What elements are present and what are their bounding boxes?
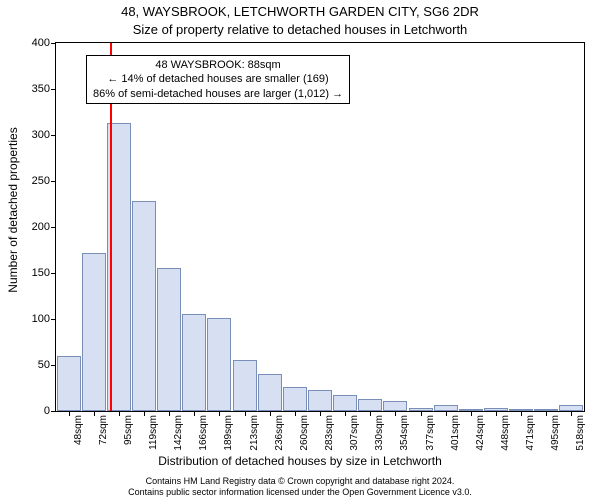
x-tick-label: 401sqm	[450, 411, 461, 451]
histogram-bar	[333, 395, 357, 411]
x-tick-mark	[245, 411, 246, 416]
x-tick-label: 119sqm	[148, 411, 159, 450]
x-tick-mark	[521, 411, 522, 416]
histogram-bar	[132, 201, 156, 411]
x-tick-label: 377sqm	[425, 411, 436, 451]
annotation-line3: 86% of semi-detached houses are larger (…	[93, 87, 343, 101]
y-tick-mark	[51, 273, 56, 274]
y-tick-mark	[51, 181, 56, 182]
x-tick-mark	[270, 411, 271, 416]
x-tick-label: 330sqm	[374, 411, 385, 451]
y-tick-mark	[51, 227, 56, 228]
histogram-bar	[57, 356, 81, 411]
y-axis-label: Number of detached properties	[6, 60, 20, 360]
x-tick-label: 213sqm	[249, 411, 260, 451]
annotation-line2: ← 14% of detached houses are smaller (16…	[93, 72, 343, 86]
x-tick-mark	[571, 411, 572, 416]
x-tick-mark	[471, 411, 472, 416]
footer-line2: Contains public sector information licen…	[0, 487, 600, 498]
histogram-bar	[258, 374, 282, 411]
x-tick-label: 72sqm	[98, 411, 109, 445]
histogram-bar	[182, 314, 206, 411]
plot-area: 48 WAYSBROOK: 88sqm ← 14% of detached ho…	[55, 42, 585, 412]
x-tick-label: 495sqm	[550, 411, 561, 451]
x-axis-label: Distribution of detached houses by size …	[0, 454, 600, 468]
histogram-bar	[157, 268, 181, 411]
x-tick-mark	[69, 411, 70, 416]
y-tick-mark	[51, 319, 56, 320]
annotation-box: 48 WAYSBROOK: 88sqm ← 14% of detached ho…	[86, 55, 350, 104]
x-tick-mark	[395, 411, 396, 416]
x-tick-mark	[169, 411, 170, 416]
annotation-line1: 48 WAYSBROOK: 88sqm	[93, 58, 343, 72]
footer-line1: Contains HM Land Registry data © Crown c…	[0, 476, 600, 487]
x-tick-label: 354sqm	[399, 411, 410, 451]
y-tick-mark	[51, 43, 56, 44]
footer-text: Contains HM Land Registry data © Crown c…	[0, 476, 600, 498]
x-tick-label: 518sqm	[575, 411, 586, 451]
y-tick-mark	[51, 89, 56, 90]
x-tick-label: 260sqm	[299, 411, 310, 451]
x-tick-label: 471sqm	[525, 411, 536, 451]
histogram-bar	[207, 318, 231, 411]
x-tick-label: 424sqm	[475, 411, 486, 451]
x-tick-mark	[546, 411, 547, 416]
x-tick-label: 236sqm	[274, 411, 285, 451]
histogram-bar	[82, 253, 106, 411]
x-tick-label: 48sqm	[73, 411, 84, 445]
x-tick-mark	[219, 411, 220, 416]
x-tick-label: 166sqm	[198, 411, 209, 451]
x-tick-mark	[446, 411, 447, 416]
chart-title-line2: Size of property relative to detached ho…	[0, 22, 600, 37]
x-tick-label: 283sqm	[324, 411, 335, 451]
x-tick-mark	[119, 411, 120, 416]
histogram-bar	[358, 399, 382, 411]
histogram-bar	[308, 390, 332, 411]
chart-container: 48, WAYSBROOK, LETCHWORTH GARDEN CITY, S…	[0, 0, 600, 500]
x-tick-mark	[94, 411, 95, 416]
y-tick-mark	[51, 135, 56, 136]
y-tick-mark	[51, 411, 56, 412]
y-tick-mark	[51, 365, 56, 366]
x-tick-mark	[370, 411, 371, 416]
chart-title-line1: 48, WAYSBROOK, LETCHWORTH GARDEN CITY, S…	[0, 4, 600, 19]
x-tick-label: 142sqm	[173, 411, 184, 451]
x-tick-mark	[345, 411, 346, 416]
x-tick-label: 189sqm	[223, 411, 234, 451]
x-tick-mark	[496, 411, 497, 416]
x-tick-label: 307sqm	[349, 411, 360, 451]
x-tick-label: 95sqm	[123, 411, 134, 445]
histogram-bar	[383, 401, 407, 411]
x-tick-label: 448sqm	[500, 411, 511, 451]
histogram-bar	[233, 360, 257, 411]
histogram-bar	[283, 387, 307, 411]
x-tick-mark	[295, 411, 296, 416]
x-tick-mark	[144, 411, 145, 416]
x-tick-mark	[421, 411, 422, 416]
x-tick-mark	[320, 411, 321, 416]
x-tick-mark	[194, 411, 195, 416]
